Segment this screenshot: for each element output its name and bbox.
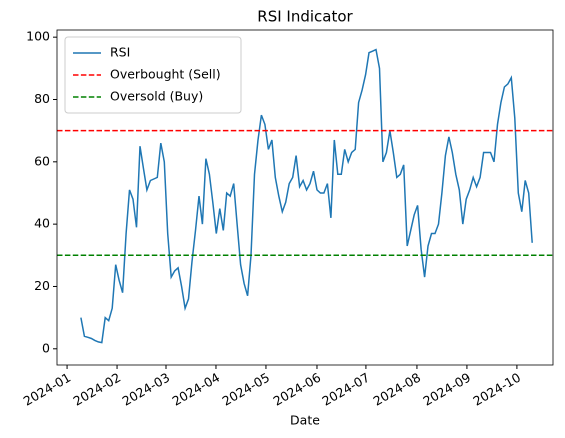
x-tick-label: 2024-03 [120, 370, 173, 409]
x-tick-label: 2024-10 [470, 370, 523, 409]
y-tick-label: 20 [34, 278, 50, 293]
x-tick-label: 2024-06 [270, 370, 323, 409]
rsi-line [80, 48, 533, 344]
x-tick-label: 2024-09 [420, 370, 473, 409]
x-tick-label: 2024-02 [71, 370, 124, 409]
y-tick-label: 100 [26, 29, 50, 44]
legend-label: RSI [110, 45, 130, 60]
x-tick-label: 2024-01 [21, 370, 74, 409]
legend-label: Overbought (Sell) [110, 67, 221, 82]
x-axis-label: Date [290, 413, 320, 428]
legend-box [64, 36, 242, 114]
chart-title: RSI Indicator [257, 8, 353, 26]
y-tick-label: 40 [34, 216, 50, 231]
x-tick-label: 2024-04 [169, 370, 222, 409]
y-tick-label: 80 [34, 91, 50, 106]
y-tick-label: 0 [42, 340, 50, 355]
y-tick-label: 60 [34, 153, 50, 168]
plot-frame [56, 29, 554, 366]
x-tick-label: 2024-07 [319, 370, 372, 409]
x-tick-label: 2024-05 [219, 370, 272, 409]
legend-label: Oversold (Buy) [110, 89, 203, 104]
x-tick-label: 2024-08 [370, 370, 423, 409]
